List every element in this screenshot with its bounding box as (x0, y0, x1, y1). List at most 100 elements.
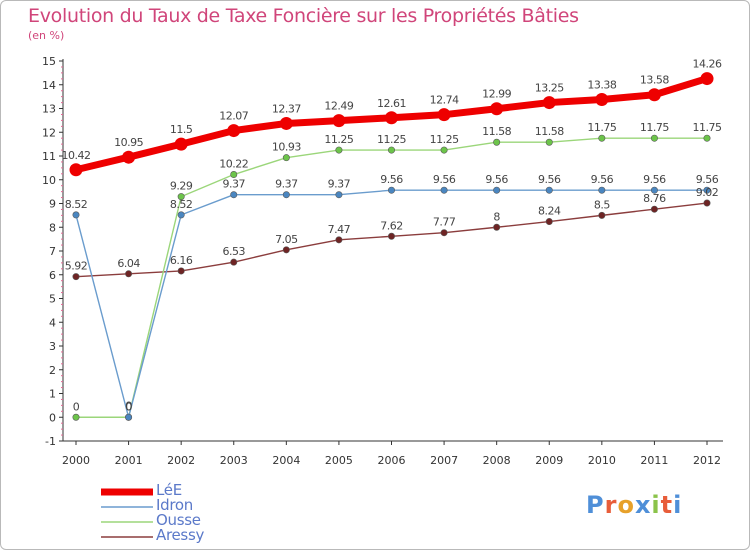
data-point (703, 186, 711, 194)
x-tick-label: 2005 (325, 454, 353, 467)
data-point (387, 186, 395, 194)
data-label: 8.24 (538, 205, 561, 218)
data-point (493, 186, 501, 194)
data-label: 0 (73, 400, 80, 413)
data-label: 8.52 (65, 198, 88, 211)
data-label: 11.58 (535, 125, 564, 138)
data-point (387, 232, 395, 240)
legend-swatch-idron (101, 506, 153, 508)
data-label: 7.47 (328, 223, 351, 236)
y-tick-label: 14 (42, 79, 56, 92)
data-point (493, 223, 501, 231)
data-label: 9.56 (433, 173, 456, 186)
data-point (440, 186, 448, 194)
data-point (72, 413, 80, 421)
data-point (545, 138, 553, 146)
data-label: 10.95 (114, 136, 143, 149)
y-tick-label: 1 (49, 388, 56, 401)
data-point (650, 134, 658, 142)
data-label: 7.05 (275, 233, 298, 246)
data-label: 10.93 (272, 141, 301, 154)
logo-letter: o (617, 491, 635, 519)
data-label: 7.62 (380, 219, 403, 232)
y-tick-label: 13 (42, 103, 56, 116)
data-label: 9.56 (538, 173, 561, 186)
data-point (282, 246, 290, 254)
y-tick-label: 0 (49, 411, 56, 424)
data-point (650, 186, 658, 194)
data-point (440, 146, 448, 154)
data-label: 14.26 (693, 58, 722, 71)
y-tick-label: 5 (49, 293, 56, 306)
y-tick-label: 9 (49, 198, 56, 211)
data-label: 9.02 (696, 186, 719, 199)
x-tick-label: 2009 (535, 454, 563, 467)
x-tick-label: 2004 (272, 454, 300, 467)
data-label: 7.77 (433, 216, 456, 229)
x-tick-label: 2001 (115, 454, 143, 467)
data-point (69, 163, 83, 177)
data-point (125, 413, 133, 421)
y-tick-label: -1 (45, 435, 56, 448)
data-point (177, 193, 185, 201)
data-label: 11.75 (587, 121, 616, 134)
data-point (385, 111, 398, 125)
data-label: 12.99 (482, 88, 511, 101)
y-tick-label: 8 (49, 221, 56, 234)
data-point (703, 199, 711, 207)
data-label: 0 (125, 400, 132, 413)
data-label: 12.49 (324, 100, 353, 113)
chart-subtitle: (en %) (28, 29, 65, 42)
data-point (332, 114, 346, 128)
logo-letter: x (634, 491, 652, 519)
legend-label-idron: Idron (156, 496, 193, 514)
data-label: 11.75 (640, 121, 669, 134)
data-label: 13.25 (535, 82, 564, 95)
data-point (174, 137, 188, 151)
data-point (437, 108, 451, 122)
data-point (279, 116, 293, 130)
data-label: 0 (125, 399, 132, 413)
x-tick-label: 2007 (430, 454, 458, 467)
data-label: 11.25 (430, 133, 459, 146)
legend-swatch-lee (101, 488, 153, 496)
data-point (177, 267, 185, 275)
data-point (335, 236, 343, 244)
x-tick-label: 2010 (588, 454, 616, 467)
x-tick-label: 2012 (693, 454, 721, 467)
data-point (650, 205, 658, 213)
data-label: 9.37 (275, 178, 298, 191)
data-point (282, 154, 290, 162)
data-label: 12.07 (219, 110, 248, 123)
y-tick-label: 15 (42, 55, 56, 68)
data-label: 9.56 (380, 173, 403, 186)
data-point (72, 211, 80, 219)
data-point (647, 88, 661, 102)
data-label: 8 (493, 210, 500, 223)
data-point (598, 134, 606, 142)
data-point (335, 146, 343, 154)
data-label: 9.37 (223, 178, 246, 191)
data-label: 11.25 (324, 133, 353, 146)
data-label: 12.61 (377, 97, 406, 110)
y-tick-label: 11 (42, 150, 56, 163)
logo-letter: i (673, 491, 683, 519)
data-label: 10.22 (219, 158, 248, 171)
logo-letter: P (586, 491, 605, 519)
legend-swatch-aressy (101, 536, 153, 538)
data-label: 9.37 (328, 178, 351, 191)
legend-swatch-ousse (101, 521, 153, 523)
data-label: 6.16 (170, 254, 193, 267)
data-point (700, 72, 714, 86)
data-point (230, 191, 238, 199)
data-label: 11.5 (170, 123, 193, 136)
x-tick-label: 2011 (640, 454, 668, 467)
data-point (595, 92, 609, 106)
data-point (545, 186, 553, 194)
legend-label-lee: LéE (156, 481, 182, 499)
data-point (440, 229, 448, 237)
data-point (545, 218, 553, 226)
logo-letter: i (651, 491, 661, 519)
data-label: 8.52 (170, 198, 193, 211)
data-label: 13.38 (587, 78, 616, 91)
